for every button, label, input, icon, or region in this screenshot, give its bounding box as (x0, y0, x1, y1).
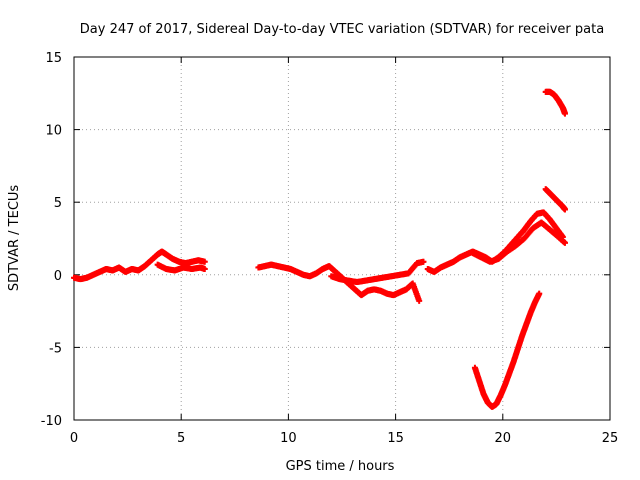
y-tick-label: -5 (49, 341, 62, 356)
y-tick-label: 0 (54, 269, 62, 284)
plot-frame (73, 56, 611, 421)
x-tick-label: 10 (280, 431, 297, 446)
y-tick-label: 5 (54, 196, 62, 211)
y-tick-label: 15 (45, 51, 62, 66)
y-tick-label: 10 (45, 124, 62, 139)
x-tick-label: 0 (70, 431, 78, 446)
data-points (71, 88, 568, 410)
data-point (420, 258, 427, 265)
data-point (201, 258, 208, 265)
data-point (561, 110, 568, 117)
data-point (561, 239, 568, 246)
x-axis-ticks: 0 5 10 15 20 25 (70, 57, 618, 446)
data-point (561, 206, 568, 213)
y-axis-title: SDTVAR / TECUs (7, 185, 22, 292)
data-point (416, 297, 423, 304)
data-point (201, 265, 208, 272)
x-tick-label: 5 (177, 431, 185, 446)
y-axis-ticks: -10 -5 0 5 10 15 (41, 51, 610, 429)
x-tick-label: 15 (387, 431, 404, 446)
x-axis-title: GPS time / hours (286, 459, 395, 474)
data-point (536, 290, 543, 297)
chart-title: Day 247 of 2017, Sidereal Day-to-day VTE… (80, 22, 604, 37)
y-tick-label: -10 (41, 414, 62, 429)
x-tick-label: 25 (602, 431, 619, 446)
x-tick-label: 20 (495, 431, 512, 446)
